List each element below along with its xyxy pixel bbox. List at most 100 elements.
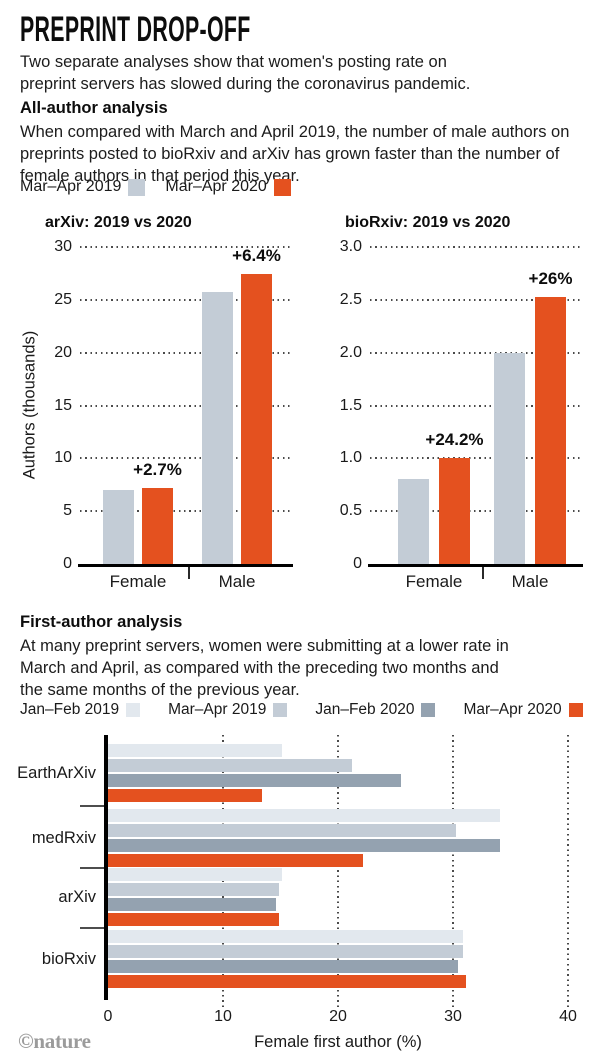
- gridline: [80, 404, 290, 407]
- gridline: [337, 735, 339, 1008]
- page-title: PREPRINT DROP-OFF: [20, 10, 251, 49]
- y-tick-label: 2.0: [339, 343, 362, 361]
- bar: [108, 854, 364, 867]
- baseline: [78, 564, 293, 567]
- axis-tick: [80, 805, 104, 807]
- bar: [241, 274, 272, 564]
- first-author-chart-plot: 0 10 20 30 40 EarthArXiv medRxiv arXiv bioRxiv: [17, 735, 577, 1025]
- legend-swatch: [421, 703, 436, 717]
- bar: [108, 960, 458, 973]
- axis-tick: [80, 927, 104, 929]
- gridline: [370, 510, 580, 513]
- legend-label: Jan–Feb 2020: [315, 701, 415, 718]
- intro-text: Two separate analyses show that women's …: [20, 53, 471, 93]
- legend-item: Mar–Apr 2020: [165, 178, 291, 196]
- y-tick-label: 0: [353, 555, 362, 572]
- y-tick-label: 2.5: [339, 290, 362, 308]
- legend-swatch: [568, 703, 583, 717]
- bar: [108, 809, 501, 822]
- category-label: EarthArXiv: [17, 764, 96, 782]
- y-tick-label: 25: [54, 290, 72, 308]
- annotation: +6.4%: [232, 246, 281, 266]
- bar: [439, 458, 470, 564]
- legend-item: Mar–Apr 2019: [20, 178, 146, 196]
- annotation: +24.2%: [425, 430, 484, 450]
- all-author-body: When compared with March and April 2019,…: [20, 123, 570, 185]
- x-axis-label: Female first author (%): [254, 1033, 422, 1051]
- annotation: +26%: [528, 268, 573, 288]
- nature-logo: ©nature: [18, 1029, 91, 1053]
- legend-label: Mar–Apr 2020: [463, 701, 562, 718]
- bar: [142, 487, 173, 564]
- annotation: +2.7%: [133, 459, 182, 479]
- axis-tick: [187, 567, 190, 579]
- legend-all-author: Mar–Apr 2019 Mar–Apr 2020: [20, 178, 291, 196]
- y-tick-label: 5: [63, 502, 72, 520]
- gridline: [370, 298, 580, 301]
- y-tick-label: 1.0: [339, 449, 362, 467]
- bar: [108, 868, 282, 881]
- gridline: [370, 457, 580, 460]
- category-label: Female: [109, 572, 167, 591]
- axis-tick: [80, 867, 104, 869]
- y-axis-line: [104, 735, 108, 1000]
- bar: [108, 898, 276, 911]
- legend-label: Mar–Apr 2020: [165, 178, 267, 195]
- biorxiv-chart-plot: 0 0.5 1.0 1.5 2.0 2.5 3.0 +24.2% Female +26% Male: [340, 238, 583, 591]
- x-tick-label: 30: [444, 1008, 462, 1025]
- first-author-body: At many preprint servers, women were sub…: [20, 637, 509, 699]
- gridline: [80, 246, 290, 248]
- bar: [108, 789, 263, 802]
- bar: [108, 774, 402, 787]
- bar: [108, 744, 282, 757]
- gridline: [80, 298, 290, 301]
- legend-item: Jan–Feb 2020: [315, 701, 436, 719]
- gridline: [80, 351, 290, 354]
- y-tick-label: 0.5: [339, 502, 362, 520]
- bar: [398, 479, 429, 564]
- y-tick-label: 10: [54, 449, 72, 467]
- bar: [202, 292, 233, 564]
- bar: [535, 296, 566, 564]
- bar: [108, 930, 464, 943]
- x-tick-label: 0: [103, 1008, 113, 1025]
- bar: [108, 824, 457, 837]
- x-tick-label: 40: [559, 1008, 577, 1025]
- legend-swatch: [126, 703, 141, 717]
- arxiv-chart-plot: 0 5 10 15 20 25 30 +2.7% Female +6.4% Male: [54, 238, 293, 591]
- legend-swatch: [273, 703, 288, 717]
- legend-item: Mar–Apr 2020: [463, 701, 583, 719]
- arxiv-chart-title: arXiv: 2019 vs 2020: [45, 214, 192, 231]
- bar: [108, 913, 280, 926]
- legend-item: Jan–Feb 2019: [20, 701, 141, 719]
- gridline: [80, 457, 290, 460]
- legend-label: Mar–Apr 2019: [168, 701, 267, 718]
- gridline: [370, 404, 580, 407]
- x-tick-label: 10: [214, 1008, 232, 1025]
- y-tick-label: 20: [54, 343, 72, 361]
- bar: [108, 883, 280, 896]
- bar: [494, 352, 525, 564]
- category-label: arXiv: [58, 888, 96, 906]
- gridline: [452, 735, 454, 1008]
- gridline: [567, 735, 569, 1008]
- y-tick-label: 1.5: [339, 396, 362, 414]
- y-tick-label: 30: [54, 238, 72, 255]
- all-author-heading: All-author analysis: [20, 99, 168, 117]
- gridline: [370, 351, 580, 354]
- category-label: medRxiv: [31, 829, 96, 847]
- legend-item: Mar–Apr 2019: [168, 701, 288, 719]
- legend-swatch: [273, 178, 291, 196]
- y-tick-label: 15: [54, 396, 72, 414]
- legend-label: Mar–Apr 2019: [20, 178, 122, 195]
- legend-label: Jan–Feb 2019: [20, 701, 120, 718]
- bar: [108, 945, 464, 958]
- biorxiv-chart-title: bioRxiv: 2019 vs 2020: [345, 214, 511, 231]
- y-tick-label: 3.0: [339, 238, 362, 255]
- category-label: Male: [511, 572, 549, 591]
- gridline: [370, 246, 580, 248]
- baseline: [368, 564, 583, 567]
- bar: [108, 975, 466, 988]
- x-tick-label: 20: [329, 1008, 347, 1025]
